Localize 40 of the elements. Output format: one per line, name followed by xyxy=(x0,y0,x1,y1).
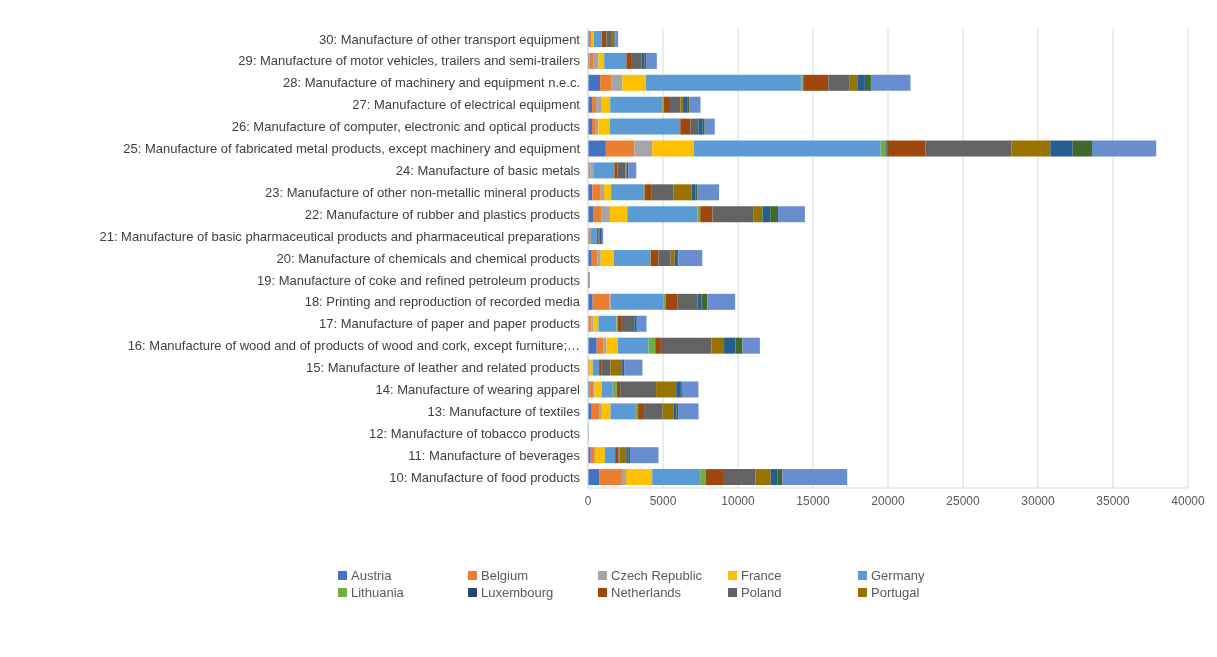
y-tick-label: 29: Manufacture of motor vehicles, trailers and semi-trailers xyxy=(238,53,581,69)
legend-label: Netherlands xyxy=(611,585,682,600)
legend-label: Germany xyxy=(871,568,925,583)
y-tick-label: 23: Manufacture of other non-metallic mineral products xyxy=(264,184,581,200)
x-tick-label: 15000 xyxy=(796,493,831,508)
legend-label: Poland xyxy=(741,585,782,600)
y-tick-label: 18: Printing and reproduction of recorded media xyxy=(304,294,581,310)
y-tick-label: 13: Manufacture of textiles xyxy=(427,403,581,419)
legend-label: France xyxy=(741,568,782,583)
y-tick-label: 11: Manufacture of beverages xyxy=(408,447,581,463)
x-tick-label: 40000 xyxy=(1171,493,1206,508)
x-tick-label: 20000 xyxy=(871,493,906,508)
y-tick-label: 14: Manufacture of wearing apparel xyxy=(375,382,581,398)
x-tick-label: 0 xyxy=(584,493,592,508)
y-tick-label: 25: Manufacture of fabricated metal products, except machinery and equipment xyxy=(123,141,581,157)
y-tick-label: 17: Manufacture of paper and paper products xyxy=(319,316,581,332)
y-tick-label: 10: Manufacture of food products xyxy=(389,469,581,485)
y-tick-label: 28: Manufacture of machinery and equipment n.e.c. xyxy=(282,75,580,91)
y-tick-label: 30: Manufacture of other transport equipment xyxy=(319,31,581,47)
x-tick-label: 25000 xyxy=(946,493,981,508)
x-tick-label: 10000 xyxy=(721,493,756,508)
y-tick-label: 20: Manufacture of chemicals and chemical products xyxy=(276,250,581,266)
x-tick-label: 35000 xyxy=(1096,493,1131,508)
y-tick-label: 22: Manufacture of rubber and plastics products xyxy=(304,206,581,222)
legend-label: Belgium xyxy=(481,568,528,583)
legend-label: Portugal xyxy=(871,585,920,600)
y-tick-label: 16: Manufacture of wood and of products of wood and cork, except furniture;… xyxy=(127,338,580,354)
y-tick-label: 24: Manufacture of basic metals xyxy=(395,163,581,178)
y-tick-label: 19: Manufacture of coke and refined petroleum products xyxy=(256,272,581,288)
x-tick-label: 5000 xyxy=(649,493,677,508)
legend-label: Czech Republic xyxy=(611,568,703,583)
y-tick-label: 26: Manufacture of computer, electronic and optical products xyxy=(231,119,581,135)
y-tick-label: 27: Manufacture of electrical equipment xyxy=(352,97,581,113)
y-tick-label: 15: Manufacture of leather and related products xyxy=(306,360,581,376)
legend-label: Luxembourg xyxy=(481,585,554,600)
x-tick-label: 30000 xyxy=(1021,493,1056,508)
y-tick-label: 12: Manufacture of tobacco products xyxy=(368,425,581,441)
legend-label: Austria xyxy=(351,568,392,583)
legend-label: Lithuania xyxy=(351,585,404,600)
y-tick-label: 21: Manufacture of basic pharmaceutical products and pharmaceutical preparations xyxy=(99,228,581,244)
